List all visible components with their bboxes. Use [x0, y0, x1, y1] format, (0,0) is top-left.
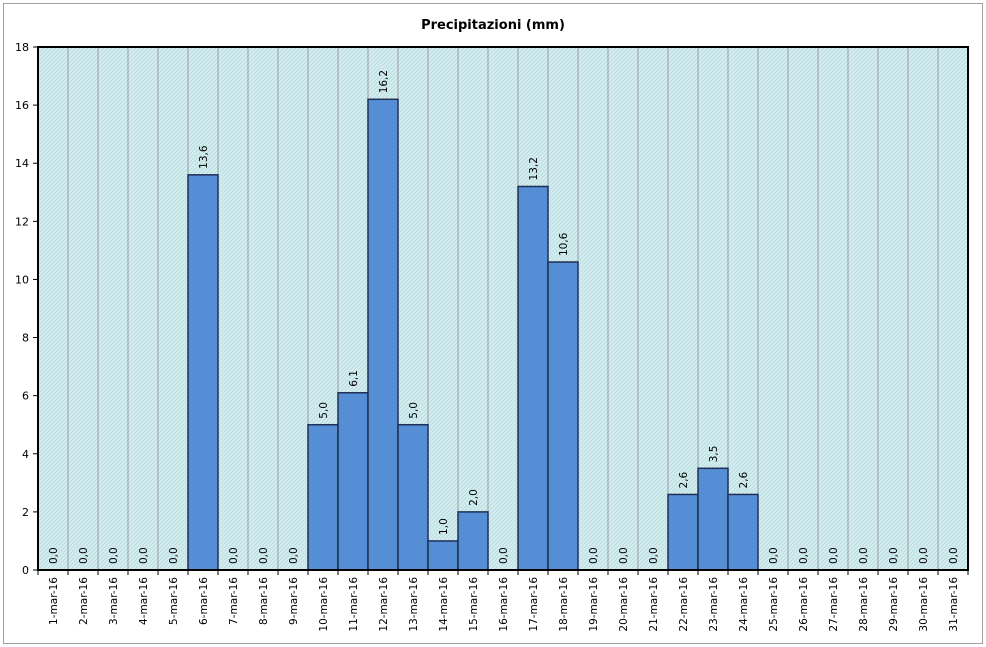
data-labels: 0,0 0,0 0,0 0,0 0,0 13,6 0,0 0,0 0,0 5,0 6,1 16,2 5,… [48, 70, 960, 564]
x-tick-label: 29-mar-16 [888, 577, 900, 632]
x-tick-label: 18-mar-16 [558, 577, 570, 632]
x-tick-label: 1-mar-16 [48, 577, 60, 625]
data-label: 2,0 [468, 489, 480, 506]
x-axis: 1-mar-16 2-mar-16 3-mar-16 4-mar-16 5-mar-16… [37, 570, 969, 632]
x-tick-label: 23-mar-16 [708, 577, 720, 632]
data-label: 0,0 [768, 547, 780, 564]
data-label: 0,0 [78, 547, 90, 564]
data-label: 13,2 [528, 157, 540, 180]
y-tick-label: 6 [22, 390, 29, 403]
bar [457, 511, 489, 571]
x-tick-label: 12-mar-16 [378, 577, 390, 632]
x-tick-label: 27-mar-16 [828, 577, 840, 632]
y-tick-label: 16 [15, 99, 29, 112]
bar [337, 392, 369, 571]
bar [517, 185, 549, 571]
y-axis: 0 2 4 6 8 10 12 14 16 18 [15, 41, 38, 577]
data-label: 0,0 [498, 547, 510, 564]
data-label: 16,2 [378, 70, 390, 93]
x-tick-label: 21-mar-16 [648, 577, 660, 632]
x-tick-label: 24-mar-16 [738, 577, 750, 632]
chart-title: Precipitazioni (mm) [421, 18, 565, 33]
x-tick-label: 14-mar-16 [438, 577, 450, 632]
x-tick-label: 4-mar-16 [138, 577, 150, 625]
y-tick-label: 8 [22, 332, 29, 345]
x-tick-label: 8-mar-16 [258, 577, 270, 625]
data-label: 0,0 [108, 547, 120, 564]
plot-border [37, 46, 969, 571]
bar [397, 423, 429, 571]
data-label: 0,0 [918, 547, 930, 564]
data-label: 0,0 [258, 547, 270, 564]
data-label: 0,0 [798, 547, 810, 564]
y-tick-label: 2 [22, 506, 29, 519]
plot-area [38, 47, 968, 570]
x-tick-label: 9-mar-16 [288, 577, 300, 625]
x-tick-label: 20-mar-16 [618, 577, 630, 632]
data-label: 10,6 [558, 232, 570, 256]
bar [697, 467, 729, 571]
x-tick-label: 5-mar-16 [168, 577, 180, 625]
x-tick-label: 22-mar-16 [678, 577, 690, 632]
bars [187, 98, 759, 571]
x-tick-label: 16-mar-16 [498, 577, 510, 632]
bar [667, 493, 699, 571]
x-tick-label: 3-mar-16 [108, 577, 120, 625]
data-label: 0,0 [168, 547, 180, 564]
data-label: 0,0 [648, 547, 660, 564]
y-tick-label: 10 [15, 273, 29, 286]
bar [307, 423, 339, 571]
bar [547, 261, 579, 571]
x-tick-label: 15-mar-16 [468, 577, 480, 632]
x-tick-label: 28-mar-16 [858, 577, 870, 632]
data-label: 0,0 [288, 547, 300, 564]
data-label: 0,0 [138, 547, 150, 564]
data-label: 0,0 [888, 547, 900, 564]
x-tick-label: 31-mar-16 [948, 577, 960, 632]
data-label: 0,0 [828, 547, 840, 564]
data-label: 3,5 [708, 446, 720, 463]
y-tick-label: 14 [15, 157, 29, 170]
x-tick-label: 2-mar-16 [78, 577, 90, 625]
data-label: 5,0 [408, 402, 420, 419]
bar [427, 540, 459, 571]
data-label: 0,0 [228, 547, 240, 564]
x-tick-label: 30-mar-16 [918, 577, 930, 632]
data-label: 6,1 [348, 370, 360, 387]
x-tick-label: 11-mar-16 [348, 577, 360, 632]
x-tick-label: 26-mar-16 [798, 577, 810, 632]
data-label: 5,0 [318, 402, 330, 419]
data-label: 1,0 [438, 518, 450, 535]
data-label: 0,0 [588, 547, 600, 564]
bar [187, 174, 219, 571]
data-label: 13,6 [198, 145, 210, 169]
grid-lines [67, 47, 939, 570]
y-tick-label: 4 [22, 448, 29, 461]
x-tick-label: 6-mar-16 [198, 577, 210, 625]
data-label: 0,0 [858, 547, 870, 564]
y-tick-label: 12 [15, 215, 29, 228]
data-label: 2,6 [678, 471, 690, 488]
x-tick-label: 19-mar-16 [588, 577, 600, 632]
x-tick-label: 13-mar-16 [408, 577, 420, 632]
data-label: 0,0 [948, 547, 960, 564]
x-tick-label: 10-mar-16 [318, 577, 330, 632]
bar [367, 98, 399, 571]
x-tick-label: 17-mar-16 [528, 577, 540, 632]
x-tick-label: 7-mar-16 [228, 577, 240, 625]
x-tick-label: 25-mar-16 [768, 577, 780, 632]
data-label: 2,6 [738, 471, 750, 488]
data-label: 0,0 [48, 547, 60, 564]
data-label: 0,0 [618, 547, 630, 564]
y-tick-label: 18 [15, 41, 29, 54]
y-tick-label: 0 [22, 564, 29, 577]
bar [727, 493, 759, 571]
